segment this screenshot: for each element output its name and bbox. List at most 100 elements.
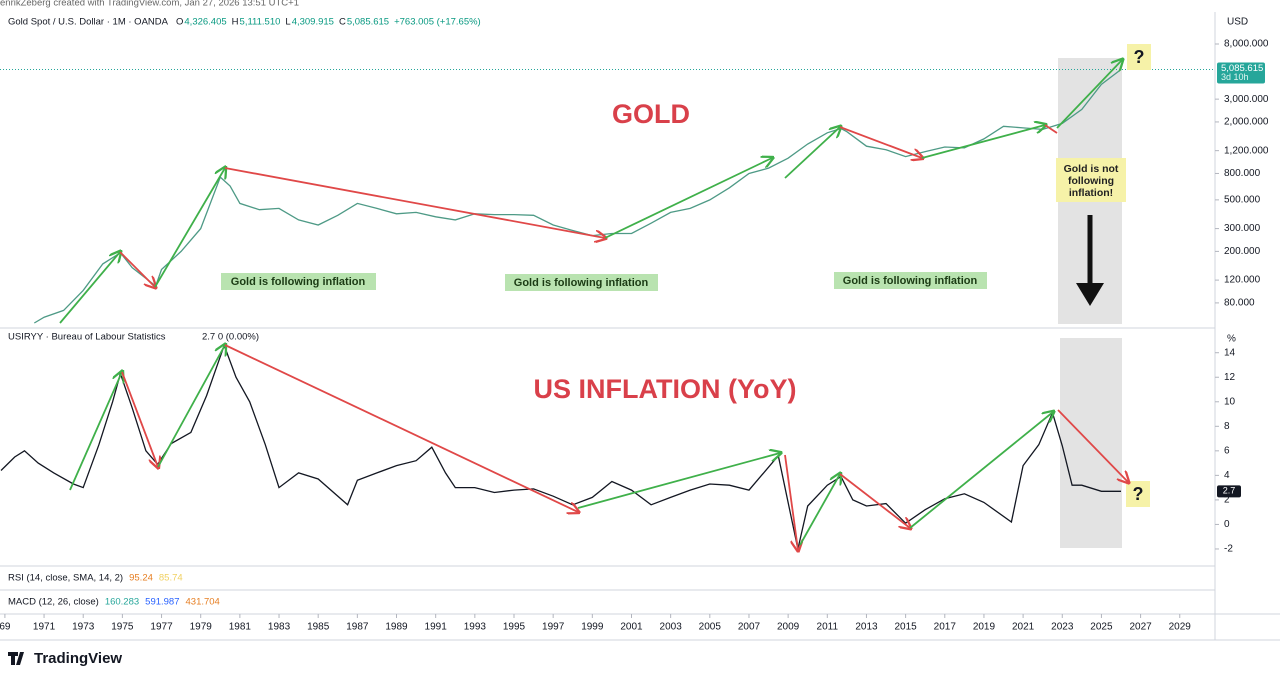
- down-arrow-head: [1076, 283, 1104, 306]
- header: enrikZeberg created with TradingView.com…: [0, 0, 299, 9]
- annotation: Gold is following inflation: [843, 275, 978, 287]
- y-tick-label: 3,000.000: [1224, 94, 1269, 105]
- arrow: [799, 474, 840, 546]
- indicator-value: 591.987: [145, 597, 179, 608]
- x-tick-label: 2017: [934, 622, 957, 633]
- x-tick-label: 1975: [111, 622, 134, 633]
- x-tick-label: 1985: [307, 622, 330, 633]
- note-box: [221, 273, 376, 290]
- indicator-label: MACD (12, 26, close): [8, 597, 99, 608]
- arrow: [154, 168, 225, 288]
- change: +763.005 (+17.65%): [394, 17, 481, 28]
- annotation: Gold is following inflation: [231, 276, 366, 288]
- arrow: [224, 167, 605, 238]
- last-price-label: 5,085.615: [1221, 63, 1263, 74]
- arrow: [784, 454, 798, 550]
- x-tick-label: 2023: [1051, 622, 1074, 633]
- arrow: [59, 252, 120, 324]
- x-tick-label: 1977: [150, 622, 173, 633]
- x-tick-label: 2025: [1090, 622, 1113, 633]
- ohlc-key: H: [232, 17, 239, 28]
- arrow: [921, 125, 1045, 159]
- y-tick-label: 8,000.000: [1224, 39, 1269, 50]
- question-box: [1127, 44, 1151, 70]
- x-tick-label: 2003: [660, 622, 683, 633]
- ohlc-key: O: [176, 17, 183, 28]
- x-tick-label: 2027: [1129, 622, 1152, 633]
- symbol: USIRYY · Bureau of Labour Statistics: [8, 332, 166, 343]
- y-tick-label: 2: [1224, 495, 1230, 506]
- y-tick-label: 8: [1224, 421, 1230, 432]
- y-tick-label: 12: [1224, 372, 1236, 383]
- arrow: [121, 371, 158, 467]
- chart-title: GOLD: [612, 99, 690, 129]
- x-tick-label: 2001: [620, 622, 643, 633]
- x-tick-label: 2007: [738, 622, 761, 633]
- x-tick-label: 1995: [503, 622, 526, 633]
- callout: inflation!: [1069, 187, 1113, 199]
- logo-icon: [8, 652, 24, 665]
- arrow: [604, 158, 772, 239]
- arrow: [69, 372, 122, 491]
- x-tick-label: 1983: [268, 622, 291, 633]
- unit: %: [1227, 334, 1236, 345]
- arrow: [1044, 124, 1058, 134]
- note-box: [505, 274, 658, 291]
- annotation: Gold is following inflation: [514, 277, 649, 289]
- indicator-value: 95.24: [129, 573, 153, 584]
- callout-box: [1056, 158, 1126, 202]
- callout: Gold is not: [1064, 163, 1119, 175]
- ohlc-key: C: [339, 17, 346, 28]
- y-tick-label: 10: [1224, 396, 1236, 407]
- y-tick-label: 300.000: [1224, 223, 1261, 234]
- arrow: [1056, 60, 1122, 129]
- ohlc-value: 5,085.615: [347, 17, 389, 28]
- x-tick-label: 1979: [190, 622, 213, 633]
- y-tick-label: 120.000: [1224, 275, 1261, 286]
- last-value-label: 2.7: [1223, 486, 1236, 496]
- question: ?: [1134, 47, 1145, 67]
- price-line: [33, 68, 1122, 324]
- arrows: [59, 60, 1128, 550]
- x-tick-label: 1981: [229, 622, 252, 633]
- indicator-value: 431.704: [186, 597, 220, 608]
- y-tick-label: -2: [1224, 544, 1233, 555]
- y-tick-label: 1,200.000: [1224, 145, 1269, 156]
- x-tick-label: 1989: [385, 622, 408, 633]
- last-price-badge: [1217, 62, 1265, 84]
- x-tick-label: 1997: [542, 622, 565, 633]
- last-value-badge: [1217, 485, 1241, 498]
- x-tick-label: 2021: [1012, 622, 1035, 633]
- arrow: [839, 473, 910, 528]
- y-tick-label: 500.000: [1224, 195, 1261, 206]
- arrow: [784, 127, 840, 179]
- indicator-value: 85.74: [159, 573, 183, 584]
- y-tick-label: 800.000: [1224, 168, 1261, 179]
- ohlc-value: 4,326.405: [184, 17, 226, 28]
- x-tick-label: 2013: [855, 622, 878, 633]
- ohlc-key: L: [285, 17, 290, 28]
- x-tick-label: 2029: [1169, 622, 1192, 633]
- x-tick-label: 2009: [777, 622, 800, 633]
- ohlc-value: 4,309.915: [292, 17, 334, 28]
- x-tick-label: 2005: [699, 622, 722, 633]
- y-tick-label: 80.000: [1224, 298, 1255, 309]
- x-tick-label: 2015: [894, 622, 917, 633]
- arrow: [157, 345, 225, 468]
- x-tick-label: 1987: [346, 622, 369, 633]
- x-tick-label: 1999: [581, 622, 604, 633]
- y-tick-label: 0: [1224, 519, 1230, 530]
- arrow: [1057, 409, 1128, 482]
- y-tick-label: 2,000.000: [1224, 117, 1269, 128]
- arrow: [577, 453, 780, 509]
- ohlc-value: 5,111.510: [240, 17, 281, 28]
- y-tick-label: 14: [1224, 347, 1236, 358]
- x-tick-label: 1973: [72, 622, 95, 633]
- x-tick-label: 69: [0, 622, 11, 633]
- arrow: [909, 412, 1053, 529]
- y-tick-label: 6: [1224, 445, 1230, 456]
- brand: TradingView: [34, 650, 122, 667]
- question: ?: [1133, 484, 1144, 504]
- indicator-label: RSI (14, close, SMA, 14, 2): [8, 573, 123, 584]
